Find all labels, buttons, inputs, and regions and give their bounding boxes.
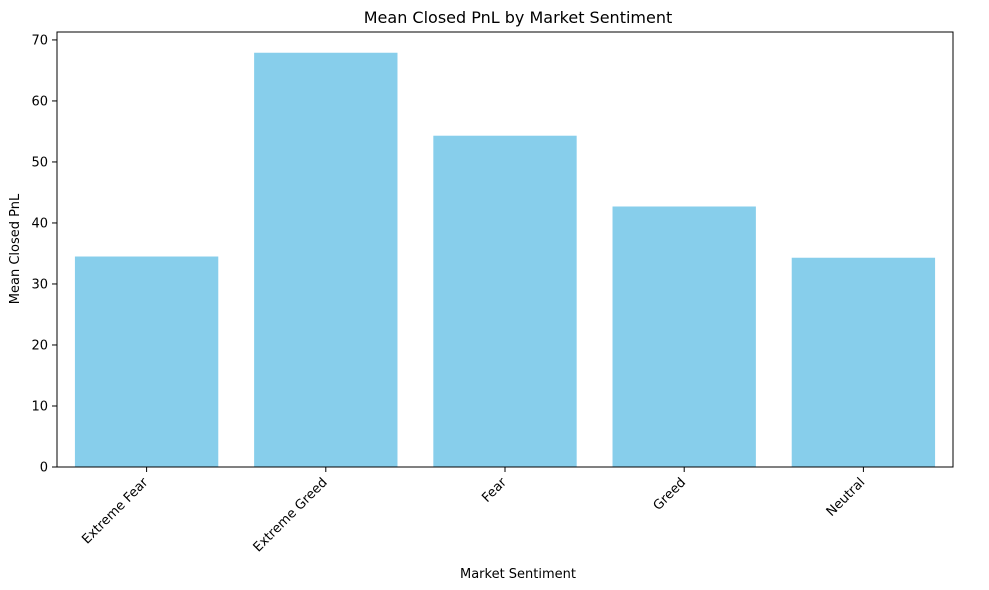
bar-extreme-greed (254, 52, 398, 467)
y-tick-label: 50 (31, 155, 48, 170)
x-axis-label: Market Sentiment (460, 567, 576, 582)
y-tick-label: 0 (40, 461, 48, 476)
bar-greed (612, 206, 756, 467)
y-tick-label: 20 (31, 338, 48, 353)
bars-group (74, 52, 936, 468)
y-tick-label: 60 (31, 94, 48, 109)
y-axis-ticks: 0 10 20 30 40 50 60 70 (31, 33, 57, 476)
bar-extreme-fear (74, 256, 219, 467)
bar-fear (433, 135, 577, 468)
plot-frame (56, 31, 954, 468)
y-axis-label: Mean Closed PnL (8, 193, 23, 304)
y-tick-label: 40 (31, 216, 48, 231)
y-tick-label: 30 (31, 277, 48, 292)
y-tick-label: 70 (31, 33, 48, 48)
chart-title: Mean Closed PnL by Market Sentiment (364, 8, 673, 27)
bar-neutral (791, 257, 936, 467)
y-tick-label: 10 (31, 399, 48, 414)
